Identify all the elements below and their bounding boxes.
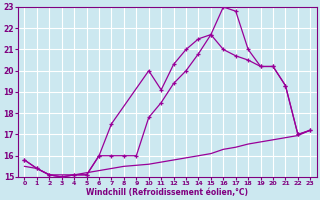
X-axis label: Windchill (Refroidissement éolien,°C): Windchill (Refroidissement éolien,°C) (86, 188, 248, 197)
